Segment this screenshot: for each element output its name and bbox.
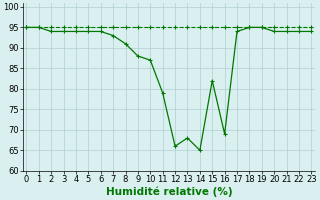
- X-axis label: Humidité relative (%): Humidité relative (%): [106, 187, 232, 197]
